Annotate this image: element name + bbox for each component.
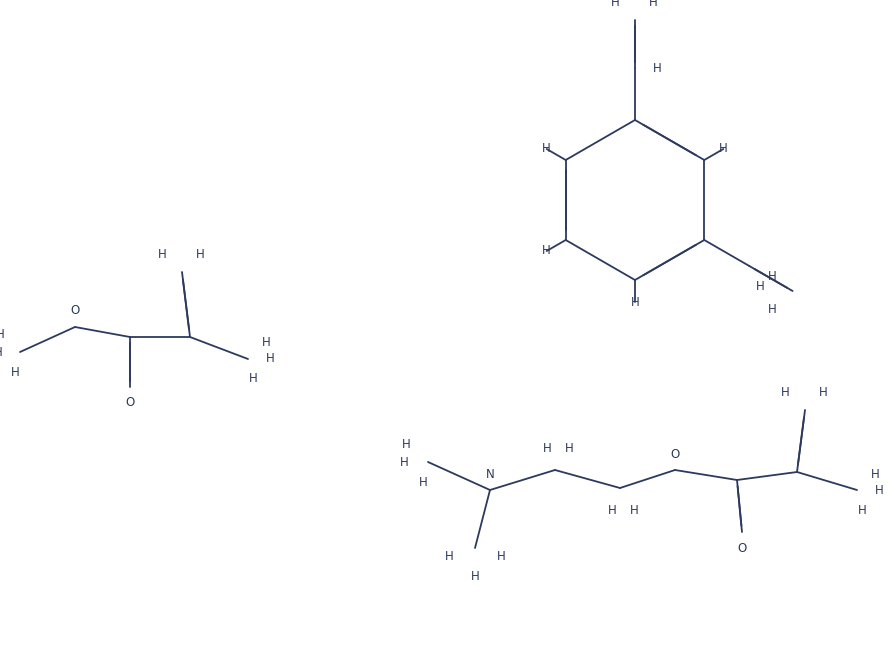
Text: H: H bbox=[819, 386, 827, 398]
Text: H: H bbox=[611, 0, 619, 9]
Text: H: H bbox=[874, 483, 883, 497]
Text: H: H bbox=[0, 327, 4, 341]
Text: O: O bbox=[670, 448, 680, 460]
Text: H: H bbox=[542, 245, 551, 257]
Text: H: H bbox=[11, 366, 20, 378]
Text: H: H bbox=[262, 337, 271, 349]
Text: H: H bbox=[756, 280, 764, 292]
Text: H: H bbox=[630, 503, 638, 517]
Text: H: H bbox=[780, 386, 789, 398]
Text: N: N bbox=[486, 468, 495, 480]
Text: H: H bbox=[768, 302, 777, 315]
Text: H: H bbox=[768, 269, 777, 282]
Text: H: H bbox=[418, 476, 427, 489]
Text: H: H bbox=[564, 442, 573, 454]
Text: O: O bbox=[71, 304, 80, 317]
Text: H: H bbox=[401, 437, 410, 450]
Text: H: H bbox=[400, 456, 409, 468]
Text: H: H bbox=[543, 442, 551, 454]
Text: H: H bbox=[248, 372, 257, 386]
Text: H: H bbox=[631, 296, 640, 308]
Text: H: H bbox=[649, 0, 658, 9]
Text: H: H bbox=[195, 247, 204, 261]
Text: H: H bbox=[652, 62, 661, 75]
Text: H: H bbox=[496, 550, 505, 562]
Text: H: H bbox=[857, 503, 866, 517]
Text: H: H bbox=[719, 142, 728, 155]
Text: H: H bbox=[542, 142, 551, 155]
Text: H: H bbox=[158, 247, 167, 261]
Text: H: H bbox=[470, 569, 479, 583]
Text: H: H bbox=[871, 468, 879, 480]
Text: O: O bbox=[125, 396, 134, 409]
Text: O: O bbox=[737, 542, 746, 554]
Text: H: H bbox=[0, 345, 3, 358]
Text: H: H bbox=[607, 503, 616, 517]
Text: H: H bbox=[444, 550, 453, 562]
Text: H: H bbox=[265, 353, 274, 366]
